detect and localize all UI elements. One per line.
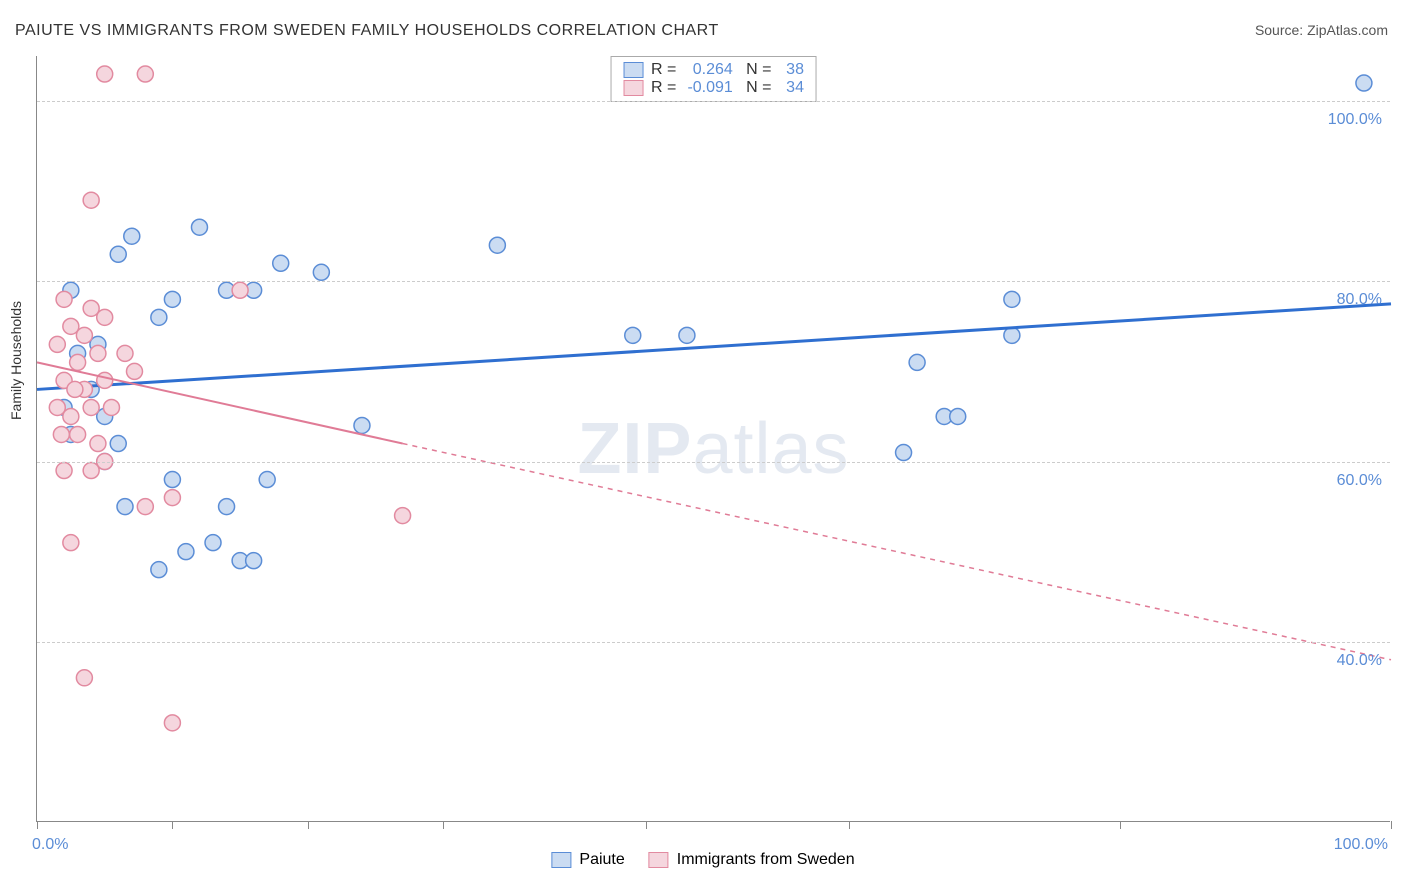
legend-label: Immigrants from Sweden (677, 851, 855, 869)
x-tick (646, 821, 647, 829)
legend-stats: R = -0.091 N = 34 (651, 79, 804, 97)
scatter-point (896, 445, 912, 461)
scatter-point (97, 372, 113, 388)
scatter-point (76, 327, 92, 343)
scatter-point (90, 345, 106, 361)
legend-stats: R = 0.264 N = 38 (651, 61, 804, 79)
scatter-point (489, 237, 505, 253)
scatter-point (354, 417, 370, 433)
trend-line-dashed (403, 444, 1391, 660)
scatter-point (63, 408, 79, 424)
scatter-point (273, 255, 289, 271)
scatter-point (70, 354, 86, 370)
scatter-point (679, 327, 695, 343)
scatter-point (83, 399, 99, 415)
legend-item: Immigrants from Sweden (649, 851, 855, 869)
scatter-point (97, 309, 113, 325)
scatter-point (178, 544, 194, 560)
scatter-point (164, 291, 180, 307)
x-tick (849, 821, 850, 829)
gridline-h (37, 101, 1390, 102)
scatter-point (313, 264, 329, 280)
scatter-point (232, 282, 248, 298)
scatter-point (151, 562, 167, 578)
legend-swatch (649, 852, 669, 868)
gridline-h (37, 462, 1390, 463)
scatter-point (137, 499, 153, 515)
scatter-point (137, 66, 153, 82)
x-tick-label: 0.0% (32, 836, 68, 854)
legend-item: Paiute (551, 851, 624, 869)
source-citation: Source: ZipAtlas.com (1255, 22, 1388, 38)
scatter-point (909, 354, 925, 370)
x-tick-label: 100.0% (1334, 836, 1388, 854)
scatter-point (246, 553, 262, 569)
scatter-point (56, 291, 72, 307)
y-tick-label: 60.0% (1337, 472, 1382, 490)
scatter-point (117, 345, 133, 361)
y-tick-label: 80.0% (1337, 291, 1382, 309)
y-axis-label: Family Households (8, 301, 24, 420)
scatter-point (110, 246, 126, 262)
correlation-legend: R = 0.264 N = 38R = -0.091 N = 34 (610, 56, 817, 102)
legend-swatch (551, 852, 571, 868)
scatter-point (191, 219, 207, 235)
chart-container: PAIUTE VS IMMIGRANTS FROM SWEDEN FAMILY … (0, 0, 1406, 892)
scatter-point (1356, 75, 1372, 91)
scatter-point (950, 408, 966, 424)
scatter-plot-svg (37, 56, 1391, 822)
scatter-point (395, 508, 411, 524)
x-tick (172, 821, 173, 829)
x-tick (1391, 821, 1392, 829)
x-tick (443, 821, 444, 829)
plot-area: ZIPatlas R = 0.264 N = 38R = -0.091 N = … (36, 56, 1390, 822)
legend-label: Paiute (579, 851, 624, 869)
legend-swatch (623, 62, 643, 78)
scatter-point (164, 472, 180, 488)
scatter-point (1004, 327, 1020, 343)
scatter-point (110, 436, 126, 452)
series-legend: Paiute Immigrants from Sweden (551, 832, 854, 888)
scatter-point (205, 535, 221, 551)
x-tick (308, 821, 309, 829)
trend-line (37, 304, 1391, 390)
scatter-point (164, 490, 180, 506)
scatter-point (76, 670, 92, 686)
scatter-point (117, 499, 133, 515)
scatter-point (1004, 291, 1020, 307)
legend-row: R = -0.091 N = 34 (623, 79, 804, 97)
gridline-h (37, 642, 1390, 643)
scatter-point (625, 327, 641, 343)
chart-title: PAIUTE VS IMMIGRANTS FROM SWEDEN FAMILY … (15, 22, 719, 40)
scatter-point (49, 336, 65, 352)
gridline-h (37, 281, 1390, 282)
scatter-point (124, 228, 140, 244)
scatter-point (83, 192, 99, 208)
x-tick (1120, 821, 1121, 829)
scatter-point (259, 472, 275, 488)
scatter-point (53, 426, 69, 442)
scatter-point (219, 499, 235, 515)
y-tick-label: 40.0% (1337, 652, 1382, 670)
legend-row: R = 0.264 N = 38 (623, 61, 804, 79)
scatter-point (70, 426, 86, 442)
scatter-point (67, 381, 83, 397)
scatter-point (97, 66, 113, 82)
scatter-point (164, 715, 180, 731)
scatter-point (90, 436, 106, 452)
scatter-point (151, 309, 167, 325)
x-tick (37, 821, 38, 829)
scatter-point (56, 463, 72, 479)
y-tick-label: 100.0% (1328, 111, 1382, 129)
scatter-point (126, 363, 142, 379)
scatter-point (103, 399, 119, 415)
legend-swatch (623, 80, 643, 96)
scatter-point (63, 535, 79, 551)
